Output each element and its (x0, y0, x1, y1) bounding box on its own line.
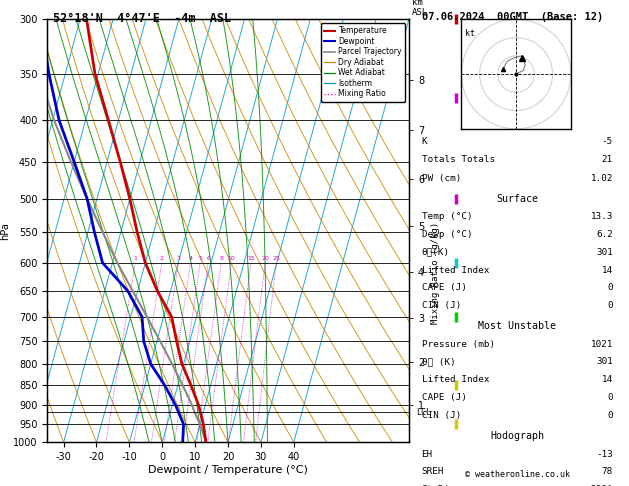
Text: 78: 78 (602, 468, 613, 476)
Text: Lifted Index: Lifted Index (421, 375, 489, 384)
Text: Pressure (mb): Pressure (mb) (421, 340, 494, 348)
Text: © weatheronline.co.uk: © weatheronline.co.uk (465, 469, 569, 479)
Text: Hodograph: Hodograph (491, 431, 544, 441)
Text: Surface: Surface (496, 194, 538, 204)
Text: Temp (°C): Temp (°C) (421, 212, 472, 221)
X-axis label: Dewpoint / Temperature (°C): Dewpoint / Temperature (°C) (148, 465, 308, 475)
Text: 07.06.2024  00GMT  (Base: 12): 07.06.2024 00GMT (Base: 12) (422, 12, 603, 22)
Text: 15: 15 (247, 256, 255, 261)
Text: Dewp (°C): Dewp (°C) (421, 230, 472, 239)
Text: 25: 25 (272, 256, 281, 261)
Text: 1021: 1021 (591, 340, 613, 348)
Legend: Temperature, Dewpoint, Parcel Trajectory, Dry Adiabat, Wet Adiabat, Isotherm, Mi: Temperature, Dewpoint, Parcel Trajectory… (321, 23, 405, 102)
Text: 2: 2 (160, 256, 164, 261)
Text: 6.2: 6.2 (596, 230, 613, 239)
Text: 14: 14 (602, 375, 613, 384)
Text: Lifted Index: Lifted Index (421, 265, 489, 275)
Y-axis label: hPa: hPa (0, 222, 10, 240)
Text: 3: 3 (176, 256, 181, 261)
Text: 21: 21 (602, 156, 613, 164)
Text: 0: 0 (608, 301, 613, 310)
Text: CAPE (J): CAPE (J) (421, 393, 467, 402)
Text: 1.02: 1.02 (591, 174, 613, 183)
Text: Totals Totals: Totals Totals (421, 156, 494, 164)
Text: θᴇ (K): θᴇ (K) (421, 357, 455, 366)
Text: K: K (421, 137, 427, 146)
Text: 1: 1 (133, 256, 137, 261)
Text: θᴇ(K): θᴇ(K) (421, 248, 450, 257)
Text: -5: -5 (602, 137, 613, 146)
Text: LCL: LCL (416, 408, 431, 417)
Text: PW (cm): PW (cm) (421, 174, 461, 183)
Text: 0: 0 (608, 411, 613, 420)
Text: kt: kt (465, 29, 475, 37)
Text: 14: 14 (602, 265, 613, 275)
Text: 0: 0 (608, 393, 613, 402)
Text: 4: 4 (189, 256, 192, 261)
Text: Mixing Ratio (g/kg): Mixing Ratio (g/kg) (431, 222, 440, 324)
Text: -13: -13 (596, 450, 613, 458)
Text: 301: 301 (596, 248, 613, 257)
Text: 20: 20 (261, 256, 269, 261)
Text: 52°18'N  4°47'E  -4m  ASL: 52°18'N 4°47'E -4m ASL (53, 12, 231, 25)
Text: CIN (J): CIN (J) (421, 301, 461, 310)
Text: EH: EH (421, 450, 433, 458)
Text: CIN (J): CIN (J) (421, 411, 461, 420)
Text: CAPE (J): CAPE (J) (421, 283, 467, 292)
Text: 6: 6 (206, 256, 210, 261)
Text: 0: 0 (608, 283, 613, 292)
Text: Most Unstable: Most Unstable (478, 321, 557, 331)
Text: 8: 8 (220, 256, 223, 261)
Text: 10: 10 (228, 256, 235, 261)
Text: SREH: SREH (421, 468, 444, 476)
Text: 301: 301 (596, 357, 613, 366)
Text: 5: 5 (198, 256, 202, 261)
Text: 13.3: 13.3 (591, 212, 613, 221)
Text: km
ASL: km ASL (412, 0, 428, 17)
